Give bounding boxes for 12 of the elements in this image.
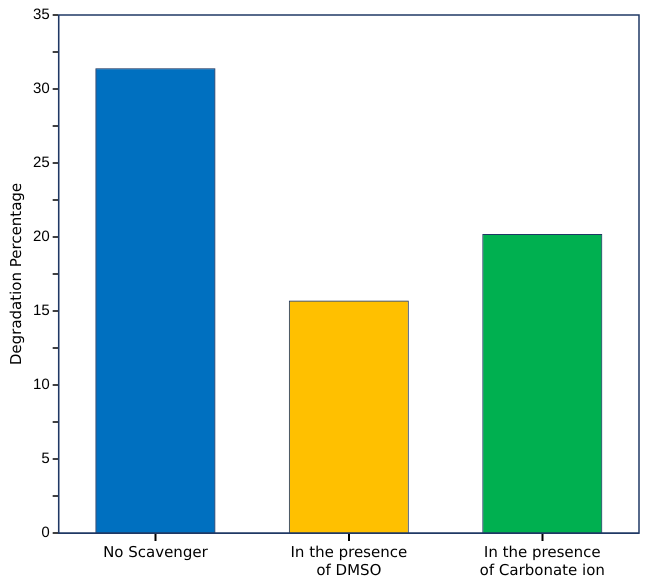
- y-tick-label: 5: [41, 450, 50, 468]
- y-tick-label: 25: [32, 154, 50, 172]
- y-tick-label: 10: [32, 376, 50, 394]
- y-axis-title: Degradation Percentage: [6, 182, 25, 366]
- x-tick-label: In the presence of Carbonate ion: [480, 542, 605, 579]
- y-tick-label: 35: [32, 6, 50, 24]
- y-tick-label: 15: [32, 302, 50, 320]
- y-tick-label: 20: [32, 228, 50, 246]
- y-tick-label: 0: [41, 524, 50, 542]
- y-tick-label: 30: [32, 80, 50, 98]
- x-tick-label: In the presence of DMSO: [290, 542, 408, 579]
- x-tick-label: No Scavenger: [103, 542, 209, 561]
